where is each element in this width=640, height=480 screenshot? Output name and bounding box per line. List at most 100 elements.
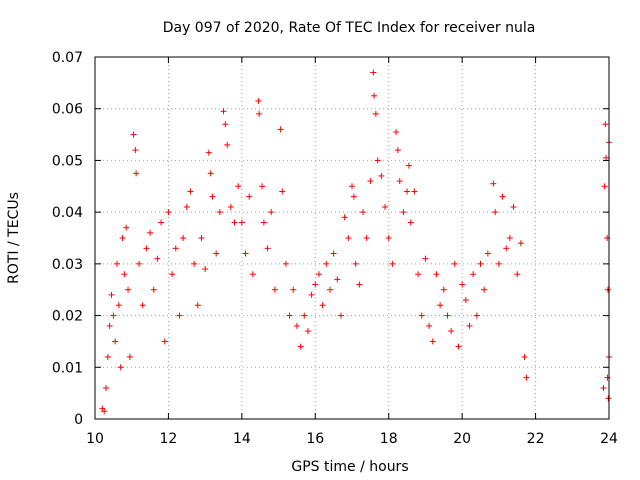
data-point: [222, 121, 229, 128]
data-point: [433, 271, 440, 278]
data-point: [407, 219, 414, 226]
data-point: [143, 245, 150, 252]
data-point: [207, 170, 214, 177]
data-point: [246, 193, 253, 200]
data-point: [282, 260, 289, 267]
data-point: [437, 302, 444, 309]
data-point: [604, 374, 611, 381]
data-point: [209, 193, 216, 200]
data-point: [396, 178, 403, 185]
data-point: [337, 312, 344, 319]
data-point: [360, 209, 367, 216]
y-tick-label: 0.02: [52, 309, 83, 325]
x-tick-label: 14: [233, 431, 251, 447]
data-point: [411, 188, 418, 195]
data-point: [455, 343, 462, 350]
data-point: [260, 219, 267, 226]
data-point: [400, 209, 407, 216]
data-point: [363, 235, 370, 241]
y-tick-label: 0.03: [52, 257, 83, 273]
data-point: [264, 245, 271, 252]
data-point: [249, 271, 256, 278]
data-point: [115, 302, 122, 309]
data-point: [382, 203, 389, 210]
data-point: [370, 69, 377, 76]
data-point: [268, 209, 275, 216]
y-tick-label: 0.04: [52, 205, 83, 221]
data-point: [123, 224, 130, 231]
data-point: [378, 172, 385, 179]
x-tick-label: 20: [453, 431, 471, 447]
plot-frame: [94, 56, 610, 420]
data-point: [187, 188, 194, 195]
data-point: [345, 235, 352, 241]
data-point: [121, 271, 128, 278]
data-point: [312, 281, 319, 288]
data-point: [341, 214, 348, 221]
x-tick-label: 24: [600, 431, 618, 447]
data-point: [180, 235, 187, 241]
data-point: [176, 312, 183, 319]
data-point: [147, 229, 154, 236]
data-point: [393, 128, 400, 135]
data-point: [451, 260, 458, 267]
x-tick-label: 18: [380, 431, 398, 447]
data-point: [256, 110, 263, 117]
data-point: [440, 286, 447, 293]
x-tick-label: 16: [306, 431, 324, 447]
x-tick-label: 12: [160, 431, 178, 447]
data-point: [510, 203, 517, 210]
data-point: [108, 291, 115, 298]
data-point: [374, 157, 381, 164]
data-point: [481, 286, 488, 293]
data-point: [114, 260, 121, 267]
data-point: [119, 235, 126, 241]
data-point: [231, 219, 238, 226]
data-point: [104, 353, 111, 360]
data-point: [514, 271, 521, 278]
data-point: [297, 343, 304, 350]
data-point: [367, 178, 374, 185]
data-point: [154, 255, 161, 262]
data-point: [110, 312, 117, 319]
data-point: [330, 250, 337, 257]
x-axis-label: GPS time / hours: [291, 459, 408, 475]
data-point: [499, 193, 506, 200]
data-point: [603, 154, 610, 161]
data-point: [371, 92, 378, 99]
data-point: [139, 302, 146, 309]
axis-ticks: 10 12 14 16 18 20 22 24 0 0.01 0.02 0.03 0.04 0.05 0.0…: [52, 50, 618, 447]
data-point: [418, 312, 425, 319]
data-point: [470, 271, 477, 278]
data-point: [169, 271, 176, 278]
data-point: [227, 203, 234, 210]
data-point: [126, 353, 133, 360]
data-point: [238, 219, 245, 226]
y-tick-label: 0.01: [52, 360, 83, 376]
data-point: [130, 131, 137, 138]
data-point: [448, 328, 455, 335]
data-point: [394, 147, 401, 154]
data-point: [523, 374, 530, 381]
data-point: [191, 260, 198, 267]
data-point: [315, 271, 322, 278]
data-point: [103, 384, 110, 391]
grid-lines: [95, 57, 609, 419]
data-point: [602, 121, 609, 128]
data-point: [521, 353, 528, 360]
data-point: [136, 260, 143, 267]
data-point: [459, 281, 466, 288]
x-tick-label: 22: [527, 431, 545, 447]
data-point: [492, 209, 499, 216]
y-tick-label: 0.05: [52, 153, 83, 169]
data-point: [326, 286, 333, 293]
data-point: [356, 281, 363, 288]
data-point: [133, 170, 140, 177]
data-point: [477, 260, 484, 267]
data-point: [205, 149, 212, 156]
data-point: [319, 302, 326, 309]
data-point: [220, 108, 227, 115]
data-point: [183, 203, 190, 210]
data-point: [604, 286, 611, 293]
data-point: [158, 219, 165, 226]
